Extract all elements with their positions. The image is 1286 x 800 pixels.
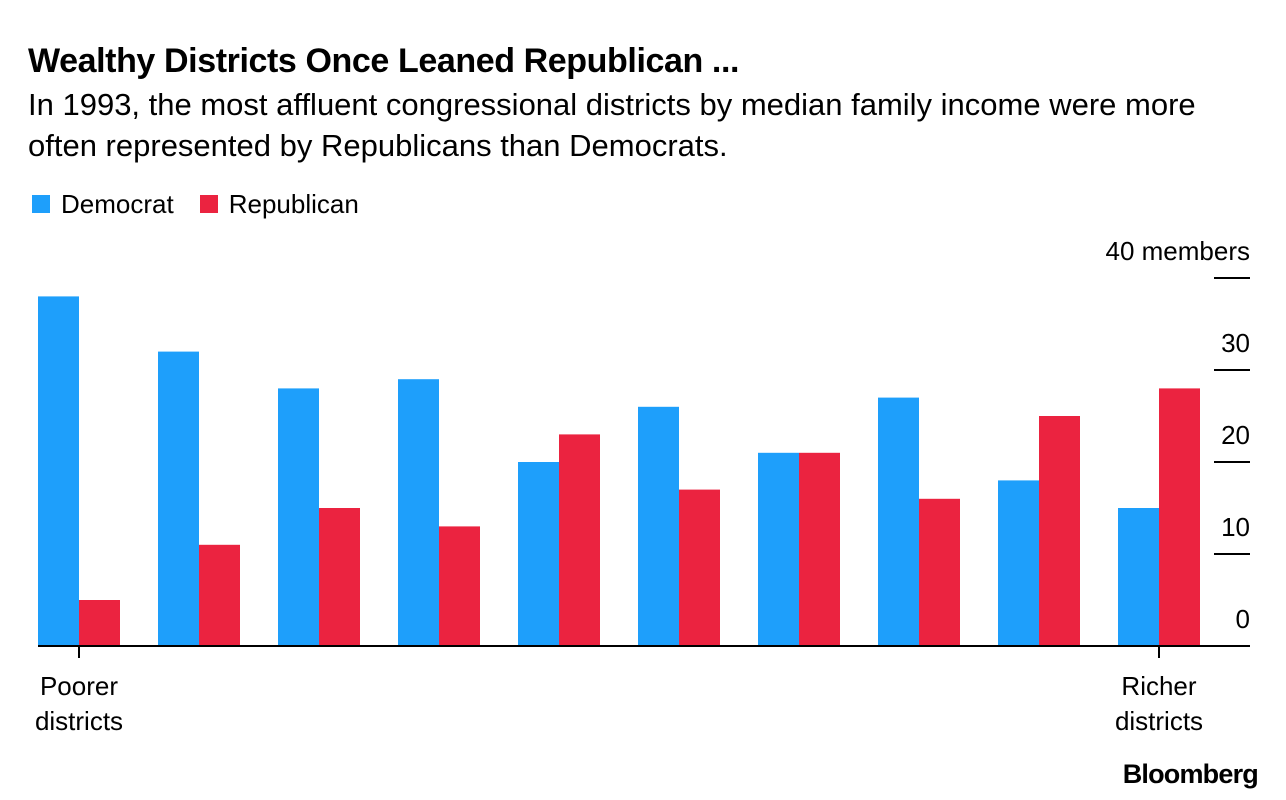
legend-item-democrat: Democrat (32, 186, 174, 222)
y-tick-label: 30 (1221, 328, 1250, 358)
y-tick-label: 10 (1221, 512, 1250, 542)
bloomberg-logo: Bloomberg (1122, 759, 1259, 789)
bar-republican-2 (199, 544, 240, 646)
bar-democrat-9 (998, 480, 1039, 646)
legend-swatch-democrat (32, 195, 50, 213)
x-label-richer-line1: Richer (1121, 671, 1196, 701)
bar-republican-1 (79, 600, 120, 646)
bar-republican-6 (679, 489, 720, 646)
x-label-poorer-line2: districts (35, 706, 123, 736)
bar-democrat-10 (1118, 508, 1159, 646)
bar-democrat-5 (518, 462, 559, 646)
bar-democrat-8 (878, 397, 919, 646)
bar-republican-7 (799, 452, 840, 646)
bar-democrat-1 (38, 296, 79, 646)
legend-item-republican: Republican (199, 186, 359, 222)
legend-label-republican: Republican (228, 189, 359, 219)
legend-label-democrat: Democrat (61, 189, 174, 219)
x-label-richer-line2: districts (1115, 706, 1203, 736)
bar-democrat-7 (758, 452, 799, 646)
y-tick-label: 20 (1221, 420, 1250, 450)
y-tick-label: 0 (1236, 604, 1250, 634)
chart-subtitle: In 1993, the most affluent congressional… (28, 87, 1196, 163)
bar-republican-10 (1159, 388, 1200, 646)
y-tick-label: 40 members (1106, 236, 1251, 266)
x-label-poorer-line1: Poorer (40, 671, 118, 701)
bar-democrat-6 (638, 406, 679, 646)
bar-republican-4 (439, 526, 480, 646)
bar-republican-9 (1039, 416, 1080, 646)
bar-democrat-3 (278, 388, 319, 646)
bar-democrat-2 (158, 351, 199, 646)
bar-democrat-4 (398, 379, 439, 646)
bar-republican-5 (559, 434, 600, 646)
legend: Democrat Republican (32, 186, 385, 222)
legend-swatch-republican (199, 195, 218, 213)
bar-republican-8 (919, 498, 960, 646)
chart-title: Wealthy Districts Once Leaned Republican… (28, 42, 740, 80)
bar-republican-3 (319, 508, 360, 646)
